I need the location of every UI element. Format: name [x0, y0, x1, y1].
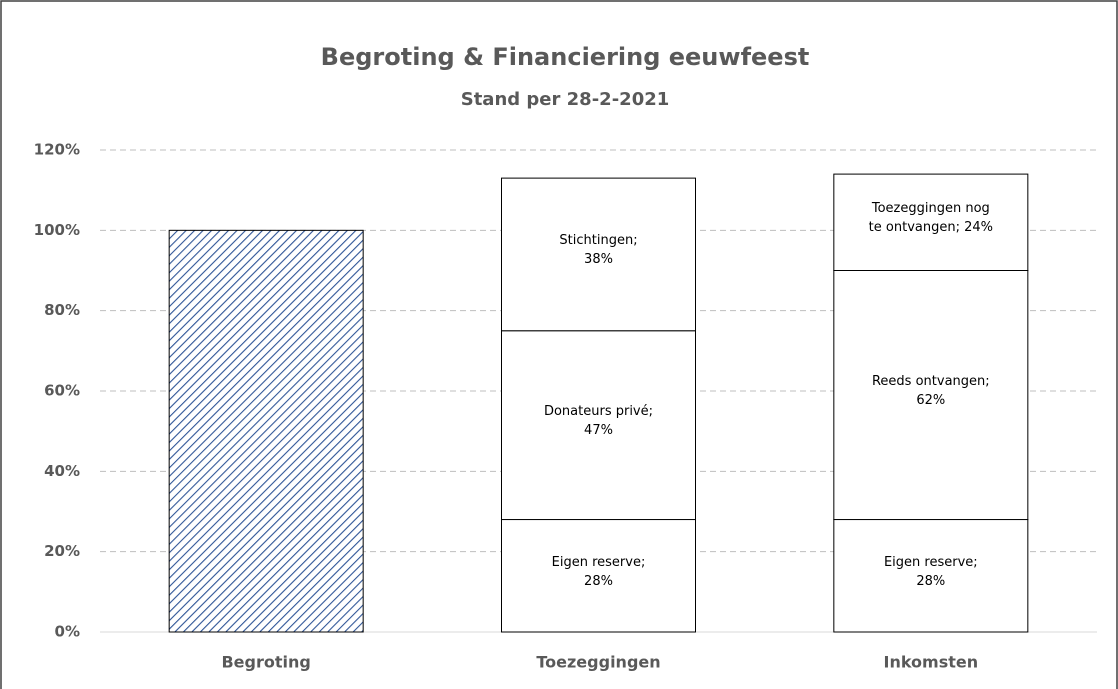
chart-title: Begroting & Financiering eeuwfeest	[321, 43, 810, 71]
data-label: Stichtingen; 38%	[559, 233, 638, 268]
y-tick-label: 60%	[44, 382, 80, 400]
bar-segment	[501, 519, 696, 633]
y-tick-label: 100%	[34, 221, 80, 239]
bar-segment	[833, 173, 1029, 272]
bar-segment	[501, 330, 696, 521]
data-label: Eigen reserve; 28%	[551, 554, 646, 589]
bar-segment	[501, 177, 696, 332]
y-tick-label: 120%	[34, 141, 80, 159]
x-tick-label: Begroting	[221, 653, 310, 672]
x-tick-label: Inkomsten	[884, 653, 979, 672]
y-tick-label: 20%	[44, 542, 80, 560]
bar-segment	[833, 519, 1029, 633]
y-tick-label: 40%	[44, 462, 80, 480]
data-label: Toezeggingen nog te ontvangen; 24%	[868, 201, 993, 236]
y-tick-label: 0%	[55, 623, 80, 641]
x-tick-label: Toezeggingen	[536, 653, 660, 672]
data-label: Reeds ontvangen; 62%	[871, 374, 990, 409]
y-tick-label: 80%	[44, 301, 80, 319]
chart-subtitle: Stand per 28-2-2021	[461, 89, 670, 110]
data-label: Eigen reserve; 28%	[883, 554, 978, 589]
bar-segment	[833, 270, 1029, 521]
bar-segment	[168, 229, 364, 633]
data-label: Donateurs privé; 47%	[543, 404, 654, 439]
